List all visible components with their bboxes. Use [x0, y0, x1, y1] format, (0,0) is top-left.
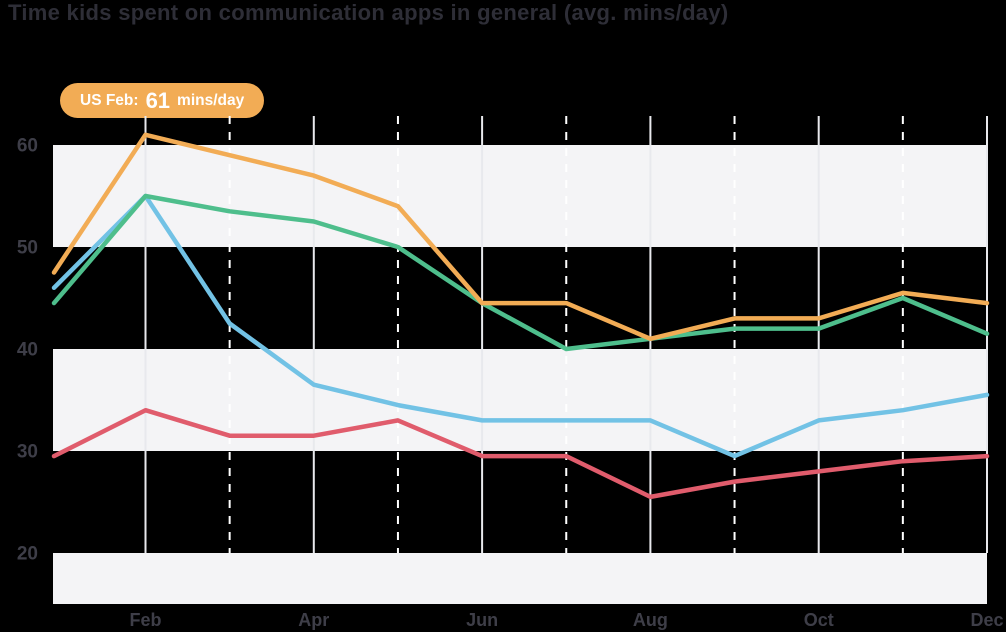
y-tick-label: 30: [17, 442, 38, 463]
shaded-band: [53, 145, 987, 247]
x-tick-label: Aug: [633, 610, 668, 630]
badge-unit: mins/day: [177, 91, 245, 109]
y-tick-label: 50: [17, 238, 38, 259]
y-tick-label: 60: [17, 136, 38, 157]
series-line-US: [51, 132, 990, 342]
x-tick-label: Feb: [129, 610, 161, 630]
y-tick-label: 20: [17, 544, 38, 565]
badge-label: US Feb:: [80, 91, 139, 109]
shaded-band: [53, 349, 987, 451]
x-tick-label: Jun: [466, 610, 498, 630]
badge-value: 61: [145, 87, 171, 113]
page-title: Time kids spent on communication apps in…: [8, 0, 729, 25]
x-tick-label: Oct: [804, 610, 834, 630]
y-tick-label: 40: [17, 340, 38, 361]
shaded-band: [53, 553, 987, 604]
x-tick-label: Dec: [970, 610, 1003, 630]
series-line-series3: [51, 193, 990, 459]
annotation-badge: US Feb: 61 mins/day: [60, 83, 265, 118]
series-line-series2: [51, 193, 990, 352]
series-line-series4: [51, 407, 990, 500]
x-tick-label: Apr: [298, 610, 329, 630]
